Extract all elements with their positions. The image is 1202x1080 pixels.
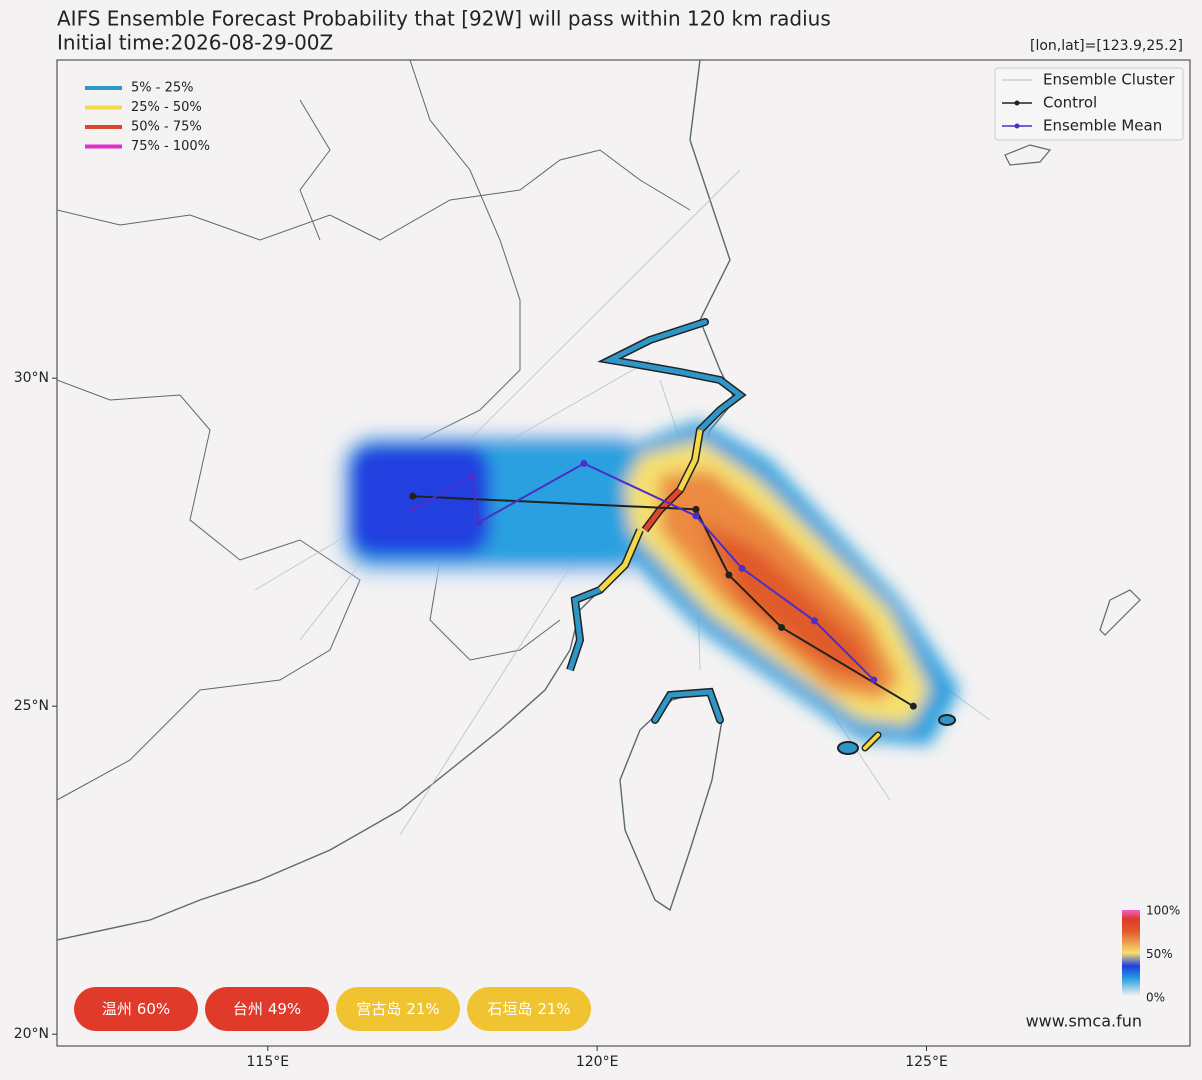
place-badge [336,987,460,1031]
track-point [468,473,476,481]
legend-label: 25% - 50% [131,100,202,115]
legend-label: Control [1043,94,1097,112]
legend-dot [1014,123,1020,129]
place-badges: 温州 60% 台州 49% 宫古岛 21% 石垣岛 21% [74,987,591,1031]
place-badge [74,987,198,1031]
x-tick-label: 125°E [905,1054,948,1070]
y-tick-label: 25°N [14,698,49,714]
legend-label: 50% - 75% [131,120,202,135]
place-badge-text: 宫古岛 21% [356,1000,439,1018]
place-value: 21% [406,1000,439,1018]
tracks [409,459,917,710]
place-badge [467,987,591,1031]
track-point [870,676,878,684]
legend-dot [1014,100,1020,106]
place-name: 台州 [233,1000,263,1018]
place-name: 石垣岛 [487,1000,532,1018]
track-point [909,702,917,710]
place-badge [205,987,329,1031]
place-badge-text: 台州 49% [233,1000,301,1018]
track-point [738,564,746,572]
colorbar [1122,910,1140,996]
place-badge-text: 温州 60% [102,1000,170,1018]
x-tick-label: 120°E [576,1054,619,1070]
place-name: 温州 [102,1000,132,1018]
place-name: 宫古岛 [356,1000,401,1018]
track-point [811,617,819,625]
axes: 115°E 120°E 125°E 20°N 25°N 30°N [14,370,948,1070]
place-value: 21% [537,1000,570,1018]
track-point [778,623,786,631]
place-value: 49% [268,1000,301,1018]
track-point [475,518,483,526]
probability-legend: 5% - 25% 25% - 50% 50% - 75% 75% - 100% [85,81,210,154]
track-line [412,462,875,681]
track-point [692,512,700,520]
colorbar-label: 50% [1146,947,1173,961]
track-point [409,492,417,500]
track-point [409,505,417,513]
legend-label: 5% - 25% [131,81,193,96]
title: AIFS Ensemble Forecast Probability that … [57,7,831,31]
colorbar-label: 100% [1146,904,1180,918]
watermark: www.smca.fun [1026,1012,1142,1031]
track-legend: Ensemble Cluster Control Ensemble Mean [1002,71,1175,135]
track-legend-box [994,67,1184,141]
track-point [725,571,733,579]
colorbar-label: 0% [1146,991,1165,1005]
legend-label: Ensemble Mean [1043,117,1162,135]
track-point [580,459,588,467]
cursor-label: [lon,lat]=[123.9,25.2] [1030,38,1183,54]
place-value: 60% [137,1000,170,1018]
colorbar-labels: 100% 50% 0% [1146,904,1180,1005]
track-point [692,505,700,513]
y-tick-label: 20°N [14,1026,49,1042]
map-body [57,60,1141,941]
legend-label: 75% - 100% [131,139,210,154]
legend-label: Ensemble Cluster [1043,71,1175,89]
x-tick-label: 115°E [247,1054,290,1070]
subtitle: Initial time:2026-08-29-00Z [57,31,333,55]
place-badge-text: 石垣岛 21% [487,1000,570,1018]
y-tick-label: 30°N [14,370,49,386]
province-borders [57,60,691,801]
islands [1004,144,1141,636]
